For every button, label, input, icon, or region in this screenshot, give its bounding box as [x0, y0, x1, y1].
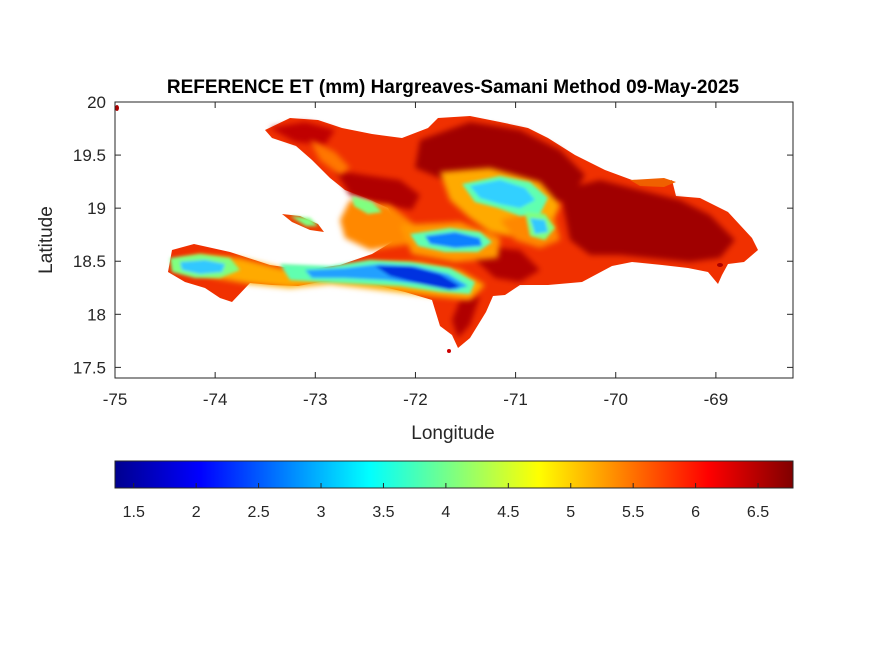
y-axis: 17.5 18 18.5 19 19.5 20 [73, 93, 793, 377]
y-tick-label: 18 [87, 305, 106, 324]
colorbar-tick-label: 5 [566, 504, 575, 521]
colorbar-tick-label: 3.5 [372, 504, 394, 521]
x-tick-label: -74 [203, 390, 228, 409]
colorbar-tick-label: 2 [192, 504, 201, 521]
colorbar-tick-label: 1.5 [123, 504, 145, 521]
y-tick-label: 17.5 [73, 358, 106, 377]
x-axis-label: Longitude [411, 423, 494, 444]
colorbar-tick-label: 3 [317, 504, 326, 521]
x-tick-label: -71 [503, 390, 528, 409]
y-tick-label: 20 [87, 93, 106, 112]
y-tick-label: 19 [87, 199, 106, 218]
x-tick-label: -69 [704, 390, 729, 409]
colorbar [114, 460, 794, 489]
colorbar-tick-label: 4.5 [497, 504, 519, 521]
x-tick-label: -70 [603, 390, 628, 409]
et-heatmap [115, 105, 758, 353]
x-tick-label: -72 [403, 390, 428, 409]
y-axis-label: Latitude [36, 206, 57, 274]
y-tick-label: 19.5 [73, 146, 106, 165]
low-et-zones [170, 176, 555, 294]
colorbar-tick-label: 5.5 [622, 504, 644, 521]
colorbar-ticks: 1.5 2 2.5 3 3.5 4 4.5 5 5.5 6 6.5 [123, 483, 769, 521]
colorbar-tick-label: 2.5 [247, 504, 269, 521]
x-tick-label: -73 [303, 390, 328, 409]
colorbar-tick-label: 6 [691, 504, 700, 521]
chart-title: REFERENCE ET (mm) Hargreaves-Samani Meth… [167, 77, 740, 98]
x-axis: -75 -74 -73 -72 -71 -70 -69 [103, 102, 728, 409]
y-tick-label: 18.5 [73, 252, 106, 271]
colorbar-tick-label: 4 [441, 504, 450, 521]
colorbar-tick-label: 6.5 [747, 504, 769, 521]
x-tick-label: -75 [103, 390, 128, 409]
plot-area [114, 101, 794, 379]
